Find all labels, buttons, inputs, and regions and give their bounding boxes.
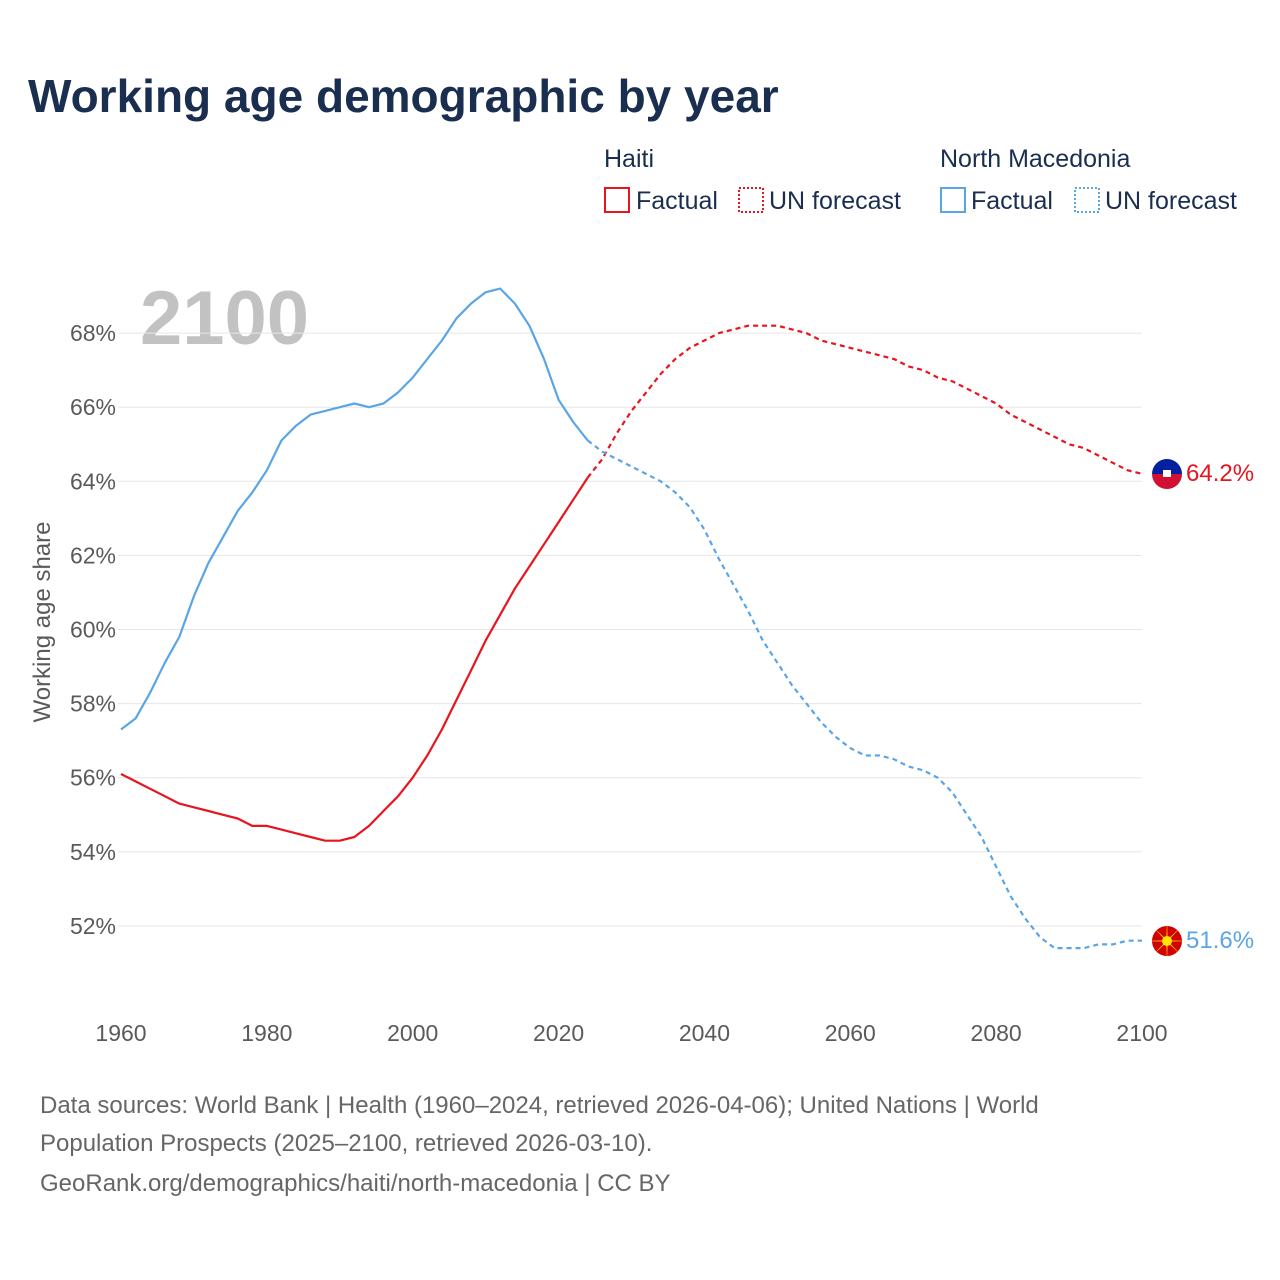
y-tick-label-64: 64%	[70, 468, 116, 494]
legend-country-haiti: Haiti	[604, 145, 654, 173]
end-label-haiti: 64.2%	[1186, 460, 1254, 487]
x-axis-ticks: 1960 1980 2000 2020 2040 2060 2080 2100	[95, 1020, 1167, 1046]
x-tick-label-1960: 1960	[95, 1020, 146, 1046]
gridlines	[118, 332, 1142, 927]
y-tick-label-52: 52%	[70, 913, 116, 939]
series-lines	[120, 287, 1143, 950]
y-tick-label-54: 54%	[70, 839, 116, 865]
end-label-north-macedonia: 51.6%	[1186, 927, 1254, 954]
haiti-flag-emblem	[1163, 470, 1171, 477]
x-tick-label-2080: 2080	[971, 1020, 1022, 1046]
haiti-forecast-line	[586, 324, 1143, 479]
y-tick-label-68: 68%	[70, 320, 116, 346]
source-line-3: GeoRank.org/demographics/haiti/north-mac…	[40, 1170, 671, 1197]
legend: Haiti Factual UN forecast North Macedoni…	[604, 145, 1237, 215]
legend-label-macedonia-factual: Factual	[971, 187, 1053, 215]
x-tick-label-2060: 2060	[825, 1020, 876, 1046]
x-tick-label-1980: 1980	[241, 1020, 292, 1046]
source-line-2: Population Prospects (2025–2100, retriev…	[40, 1130, 652, 1157]
x-tick-label-2040: 2040	[679, 1020, 730, 1046]
y-axis-ticks: 52% 54% 56% 58% 60% 62% 64% 66% 68%	[70, 320, 116, 939]
haiti-flag-top	[1152, 459, 1182, 474]
haiti-flag-marker	[1152, 459, 1182, 489]
source-line-1: Data sources: World Bank | Health (1960–…	[40, 1092, 1039, 1119]
y-tick-label-58: 58%	[70, 691, 116, 717]
macedonia-flag-sun	[1162, 936, 1172, 946]
x-tick-label-2020: 2020	[533, 1020, 584, 1046]
x-tick-label-2000: 2000	[387, 1020, 438, 1046]
haiti-factual-line	[120, 476, 589, 842]
y-tick-label-56: 56%	[70, 765, 116, 791]
north-macedonia-forecast-line	[587, 439, 1142, 950]
legend-swatch-haiti-factual	[604, 187, 630, 213]
macedonia-flag-ray	[1166, 926, 1168, 939]
chart-title: Working age demographic by year	[28, 70, 779, 122]
y-axis-label: Working age share	[29, 522, 56, 723]
x-tick-label-2100: 2100	[1116, 1020, 1167, 1046]
macedonia-flag-ray	[1169, 940, 1182, 942]
y-tick-label-66: 66%	[70, 394, 116, 420]
legend-country-north-macedonia: North Macedonia	[940, 145, 1130, 173]
legend-label-haiti-factual: Factual	[636, 187, 718, 215]
y-tick-label-60: 60%	[70, 617, 116, 643]
year-watermark: 2100	[140, 276, 309, 361]
macedonia-flag-ray	[1166, 943, 1168, 956]
haiti-flag-bottom	[1152, 474, 1182, 489]
macedonia-flag-ray	[1152, 940, 1165, 942]
north-macedonia-flag-marker	[1152, 926, 1182, 956]
legend-swatch-haiti-forecast	[738, 187, 764, 213]
legend-label-haiti-forecast: UN forecast	[769, 187, 901, 215]
legend-swatch-macedonia-factual	[940, 187, 966, 213]
y-tick-label-62: 62%	[70, 542, 116, 568]
legend-swatch-macedonia-forecast	[1074, 187, 1100, 213]
north-macedonia-factual-line	[120, 287, 589, 731]
legend-label-macedonia-forecast: UN forecast	[1105, 187, 1237, 215]
